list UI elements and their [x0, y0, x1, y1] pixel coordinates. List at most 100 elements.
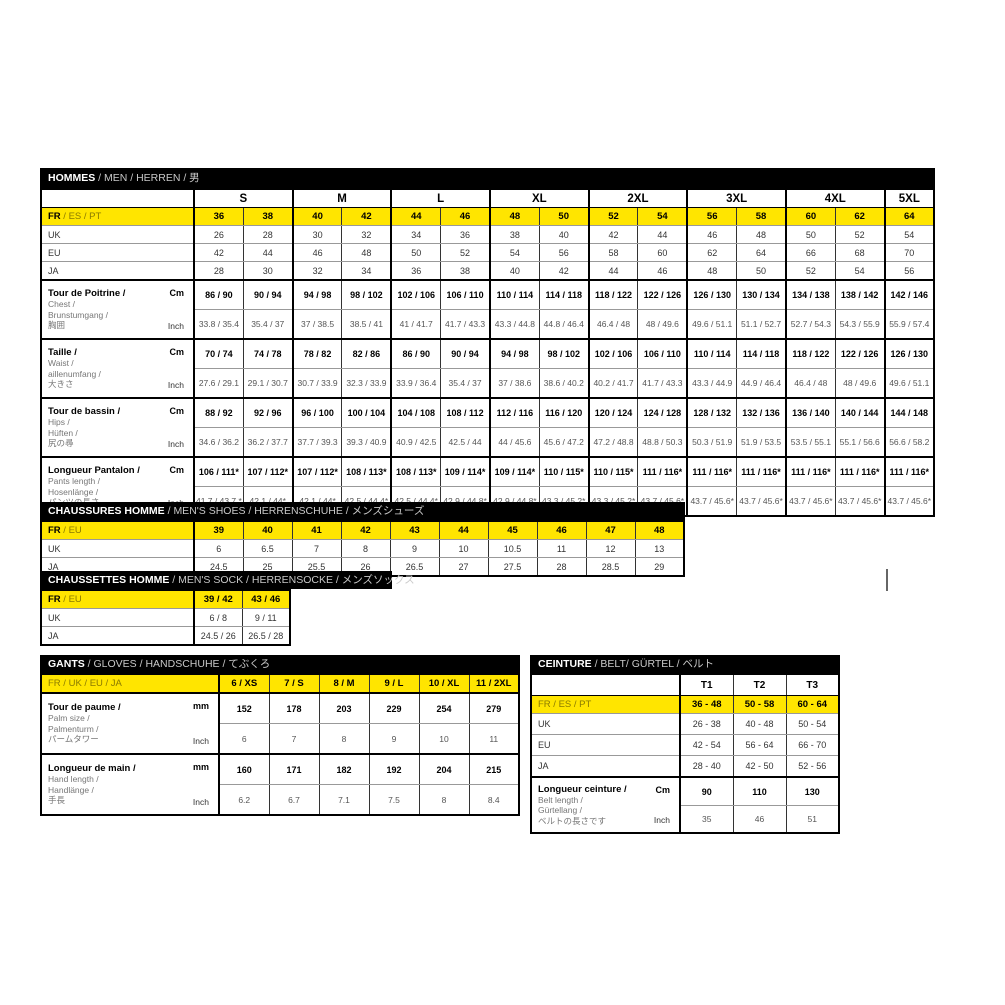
measure-value-metric: 107 / 112* [242, 456, 294, 487]
measure-value-metric: 136 / 140 [784, 397, 836, 428]
size-value: 70 [883, 243, 935, 262]
size-value: 28 [192, 261, 244, 281]
measure-label-translation: 尻の尋 [48, 438, 74, 449]
size-value: 6 [193, 539, 244, 558]
measure-value-inch: 37 / 38.5 [291, 309, 343, 340]
region-label-translations: FR / ES / PT [538, 699, 592, 710]
region-label: JA [40, 626, 195, 646]
region-label: FR / EU [40, 520, 195, 540]
size-value: 58 [736, 207, 787, 226]
measure-value-metric: 102 / 106 [587, 338, 639, 369]
region-label: UK [40, 539, 195, 558]
measure-value-inch: 33.8 / 35.4 [192, 309, 244, 340]
measure-value-metric: 128 / 132 [686, 397, 738, 428]
size-value: 42 [340, 520, 391, 540]
measure-value-metric: 114 / 118 [736, 338, 787, 369]
size-value: 42 [341, 207, 392, 226]
size-value: 52 - 56 [785, 755, 840, 778]
measure-label-main: Taille / [48, 347, 77, 359]
size-value: 39 [193, 520, 244, 540]
measure-label-translation: Chest / [48, 299, 75, 310]
region-label: JA [530, 755, 681, 778]
measure-value-inch: 27.6 / 29.1 [192, 368, 244, 399]
size-value: 50 - 58 [732, 695, 787, 714]
unit-label-bottom: Inch [653, 815, 670, 825]
measure-value-inch: 33.9 / 36.4 [390, 368, 442, 399]
unit-label-bottom: Inch [192, 797, 209, 807]
size-value: 32 [291, 261, 343, 281]
belt-size-header: T1 [679, 673, 734, 696]
measure-value-inch: 32.3 / 33.9 [341, 368, 392, 399]
measure-label-main: Tour de bassin / [48, 406, 121, 418]
measure-value-inch: 6 [218, 723, 270, 755]
shoes-section: CHAUSSURES HOMME / MEN'S SHOES / HERRENS… [40, 502, 685, 577]
unit-label-top: Cm [169, 288, 184, 298]
size-value: 42 [192, 243, 244, 262]
size-value: 39 / 42 [193, 589, 243, 609]
measure-value-inch: 56.6 / 58.2 [883, 427, 935, 458]
measure-value-inch: 54.3 / 55.9 [834, 309, 886, 340]
unit-label-top: Cm [169, 406, 184, 416]
measure-value-inch: 44.8 / 46.4 [538, 309, 590, 340]
size-value: 48 [686, 261, 738, 281]
measure-value-inch: 44 / 45.6 [488, 427, 540, 458]
size-value: 48 [341, 243, 392, 262]
measure-value-metric: 90 / 94 [242, 279, 294, 310]
socks-section-header: CHAUSSETTES HOMME / MEN'S SOCK / HERRENS… [40, 571, 415, 589]
socks-section: CHAUSSETTES HOMME / MEN'S SOCK / HERRENS… [40, 571, 415, 646]
size-value: 60 [784, 207, 836, 226]
measure-label: Tour de paume / Palm size / Palmenturm / パー… [40, 692, 220, 755]
corner-cell [530, 673, 681, 696]
measure-label-main: Longueur ceinture / [538, 783, 627, 795]
measure-value-metric: 88 / 92 [192, 397, 244, 428]
measure-label: Tour de bassin / Hips / Hüften / 尻の尋 Cm Inch [40, 397, 195, 458]
measure-label-translation: Hips / [48, 417, 70, 428]
measure-value-inch: 8 [318, 723, 370, 755]
measure-value-metric: 110 / 114 [686, 338, 738, 369]
size-value: 54 [834, 261, 886, 281]
size-value: 27 [438, 557, 489, 577]
measure-value-inch: 43.7 / 45.6* [883, 486, 935, 517]
size-value: 60 [637, 243, 688, 262]
region-label-main: FR [48, 525, 61, 536]
measure-value-inch: 52.7 / 54.3 [784, 309, 836, 340]
size-value: 48 [488, 207, 540, 226]
size-value: 36 [440, 225, 491, 244]
size-group-header: 5XL [883, 188, 935, 208]
measure-value-metric: 130 / 134 [736, 279, 787, 310]
size-value: 11 / 2XL [468, 673, 520, 694]
size-value: 8 [340, 539, 391, 558]
size-group-header: XL [488, 188, 590, 208]
measure-value-inch: 48 / 49.6 [834, 368, 886, 399]
size-value: 66 - 70 [785, 734, 840, 756]
measure-value-inch: 38.6 / 40.2 [538, 368, 590, 399]
measure-label: Longueur ceinture / Belt length / Gürtella… [530, 776, 681, 834]
size-value: 52 [784, 261, 836, 281]
hommes-section-header: HOMMES / MEN / HERREN / 男 [40, 168, 935, 188]
size-value: 28 - 40 [679, 755, 734, 778]
measure-value-inch: 43.3 / 44.8 [488, 309, 540, 340]
measure-value-inch: 39.3 / 40.9 [341, 427, 392, 458]
size-value: 43 / 46 [241, 589, 291, 609]
region-label: JA [40, 261, 195, 281]
measure-label-translation: Pants length / [48, 476, 100, 487]
size-value: 68 [834, 243, 886, 262]
measure-value-inch: 35.4 / 37 [440, 368, 491, 399]
measure-label-translation: Hüften / [48, 427, 78, 438]
size-value: 42 - 50 [732, 755, 787, 778]
size-value: 62 [686, 243, 738, 262]
size-value: 47 [585, 520, 636, 540]
measure-value-metric: 111 / 116* [637, 456, 688, 487]
measure-value-inch: 51 [785, 805, 840, 834]
measure-value-inch: 8 [418, 784, 470, 816]
size-value: 40 [488, 261, 540, 281]
measure-value-metric: 134 / 138 [784, 279, 836, 310]
measure-label-main: Longueur de main / [48, 763, 136, 775]
size-value: 12 [585, 539, 636, 558]
size-value: 50 [736, 261, 787, 281]
measure-value-inch: 40.9 / 42.5 [390, 427, 442, 458]
size-value: 40 - 48 [732, 713, 787, 735]
shoes-size-table: FR / EU 39 40 41 42 43 44 45 46 47 48 UK 6 6.5 7 8 9 10 10… [40, 520, 685, 577]
size-value: 29 [634, 557, 685, 577]
size-value: 9 [389, 539, 440, 558]
